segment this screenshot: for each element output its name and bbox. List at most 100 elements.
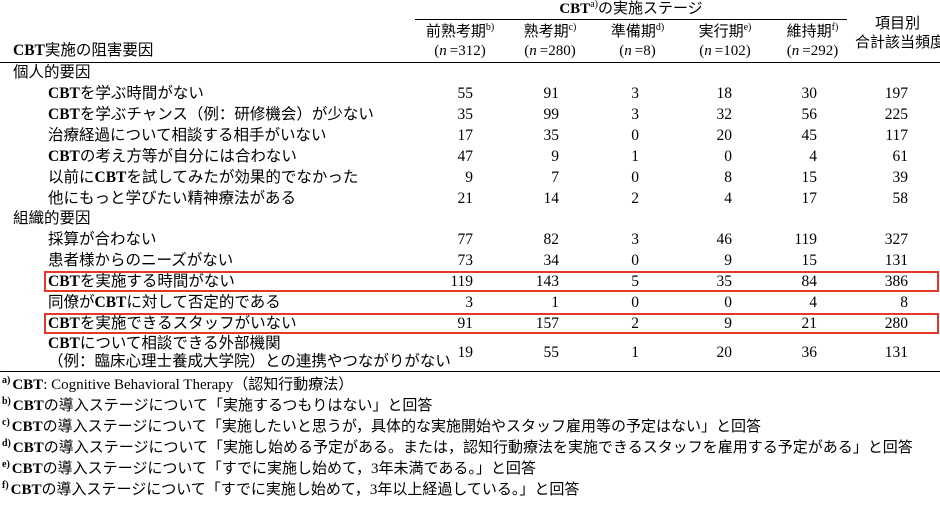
cell-value: 91 — [543, 84, 560, 102]
cell-value: 3 — [631, 105, 639, 123]
cell-total: 327 — [884, 230, 908, 248]
row-label: CBTを学ぶ時間がない — [48, 84, 204, 102]
cell-value: 30 — [801, 84, 818, 102]
cbt-bold-text: CBT — [11, 419, 43, 435]
cell-value: 9 — [724, 251, 732, 269]
cell-value: 1 — [631, 147, 639, 165]
footnote-marker: a) — [2, 375, 11, 386]
total-header-line2: 合計該当頻度 — [855, 35, 940, 51]
cell-value: 35 — [457, 105, 474, 123]
row-label: CBTを実施できるスタッフがいない — [48, 314, 297, 332]
cell-value: 4 — [809, 293, 817, 311]
cell-value: 2 — [631, 189, 639, 207]
cell-value: 0 — [631, 293, 639, 311]
row-label: 以前にCBTを試してみたが効果的でなかった — [48, 168, 359, 186]
cell-value: 157 — [535, 314, 559, 332]
cell-value: 0 — [631, 126, 639, 144]
cell-total: 117 — [885, 126, 908, 144]
total-header-line1: 項目別 — [874, 16, 920, 32]
footnote: f) CBTの導入ステージについて「すでに実施し始めて，3年以上経過している。」と… — [2, 480, 940, 501]
cbt-bold-text: CBT — [10, 482, 42, 498]
cell-value: 1 — [631, 343, 639, 361]
cell-value: 3 — [631, 230, 639, 248]
cell-value: 99 — [543, 105, 560, 123]
table-body: 個人的要因 CBTを学ぶ時間がない 55 91 3 18 30 197 CBTを学ぶチャンス（例… — [0, 63, 940, 372]
cell-value: 7 — [551, 168, 559, 186]
cell-value: 34 — [543, 251, 560, 269]
cell-value: 0 — [631, 251, 639, 269]
cell-value: 9 — [551, 147, 559, 165]
cell-value: 46 — [716, 230, 733, 248]
footnote: d) CBTの導入ステージについて「実施し始める予定がある。または，認知行動療法を… — [2, 438, 940, 459]
cell-value: 2 — [631, 314, 639, 332]
row-label: CBTの考え方等が自分には合わない — [48, 147, 297, 165]
cell-value: 1 — [551, 293, 559, 311]
row-label: CBTを学ぶチャンス（例：研修機会）が少ない — [48, 105, 374, 123]
footnote-text: CBTの導入ステージについて「実施したいと思うが，具体的な実施開始やスタッフ雇用… — [11, 419, 761, 435]
cell-value: 35 — [716, 272, 733, 290]
footnote-marker: d) — [2, 438, 11, 449]
cell-value: 17 — [801, 189, 818, 207]
cell-value: 20 — [716, 343, 733, 361]
cell-value: 19 — [457, 343, 474, 361]
column-header-stage-1: 前熟考期b) (n =312) — [425, 22, 495, 60]
section-header: 組織的要因 — [13, 210, 91, 227]
cell-total: 131 — [884, 343, 908, 361]
cell-value: 35 — [543, 126, 560, 144]
cell-value: 84 — [801, 272, 818, 290]
cell-value: 32 — [716, 105, 733, 123]
cell-value: 36 — [801, 343, 818, 361]
row-label: 同僚がCBTに対して否定的である — [48, 293, 281, 311]
cell-total: 8 — [900, 293, 908, 311]
table-row: 患者様からのニーズがない 73 34 0 9 15 131 — [0, 250, 940, 271]
cell-total: 61 — [892, 147, 909, 165]
cell-value: 8 — [724, 168, 732, 186]
table-row: 他にもっと学びたい精神療法がある 21 14 2 4 17 58 — [0, 188, 940, 209]
cbt-bold-text: CBT — [48, 84, 80, 102]
footnote-marker: e) — [2, 459, 10, 470]
cell-value: 9 — [724, 314, 732, 332]
table-row: CBTの考え方等が自分には合わない 47 9 1 0 4 61 — [0, 146, 940, 167]
cell-value: 3 — [465, 293, 473, 311]
row-label: 他にもっと学びたい精神療法がある — [48, 189, 297, 207]
cell-value: 15 — [801, 168, 818, 186]
footnote: a) CBT: Cognitive Behavioral Therapy（認知行動… — [2, 375, 940, 396]
cell-total: 386 — [884, 272, 908, 290]
cell-value: 73 — [457, 251, 474, 269]
footnote-text: CBTの導入ステージについて「すでに実施し始めて，3年未満である。」と回答 — [11, 461, 536, 477]
cell-value: 56 — [801, 105, 818, 123]
cell-value: 5 — [631, 272, 639, 290]
row-header-text: 実施の阻害要因 — [44, 42, 154, 59]
cbt-bold-text: CBT — [94, 293, 127, 311]
footnote-marker: f) — [2, 480, 9, 491]
row-label: 採算が合わない — [48, 230, 157, 248]
row-label: 治療経過について相談する相手がいない — [48, 126, 327, 144]
row-label: CBTについて相談できる外部機関 （例：臨床心理士養成大学院）との連携やつながりが… — [48, 335, 451, 370]
cell-value: 3 — [631, 84, 639, 102]
stage-spanner-header: CBTa)の実施ステージ — [415, 0, 847, 20]
table-row-highlighted: CBTを実施する時間がない 119 143 5 35 84 386 — [0, 271, 940, 292]
cell-value: 0 — [724, 293, 732, 311]
spanner-cbt: CBT — [559, 1, 591, 17]
row-header-cbt: CBT — [13, 42, 45, 59]
cell-value: 20 — [716, 126, 733, 144]
table-row: 以前にCBTを試してみたが効果的でなかった 9 7 0 8 15 39 — [0, 167, 940, 188]
cbt-bold-text: CBT — [12, 440, 44, 456]
cell-value: 21 — [457, 189, 474, 207]
row-group-header: CBT実施の阻害要因 — [0, 38, 415, 62]
cell-value: 4 — [724, 189, 732, 207]
table-row: CBTを学ぶ時間がない 55 91 3 18 30 197 — [0, 83, 940, 104]
footnote-marker: b) — [2, 396, 11, 407]
cell-value: 55 — [457, 84, 474, 102]
column-header-stage-5: 維持期f) (n =292) — [786, 22, 839, 60]
cell-value: 45 — [801, 126, 818, 144]
table-row: CBTを学ぶチャンス（例：研修機会）が少ない 35 99 3 32 56 225 — [0, 104, 940, 125]
footnote-text: CBTの導入ステージについて「実施し始める予定がある。または，認知行動療法を実施… — [12, 440, 913, 456]
cell-value: 17 — [457, 126, 474, 144]
cell-total: 39 — [892, 168, 909, 186]
cbt-bold-text: CBT — [48, 314, 80, 332]
cell-value: 9 — [465, 168, 473, 186]
cell-total: 131 — [884, 251, 908, 269]
footnotes: a) CBT: Cognitive Behavioral Therapy（認知行動… — [0, 372, 940, 501]
cell-value: 0 — [631, 168, 639, 186]
